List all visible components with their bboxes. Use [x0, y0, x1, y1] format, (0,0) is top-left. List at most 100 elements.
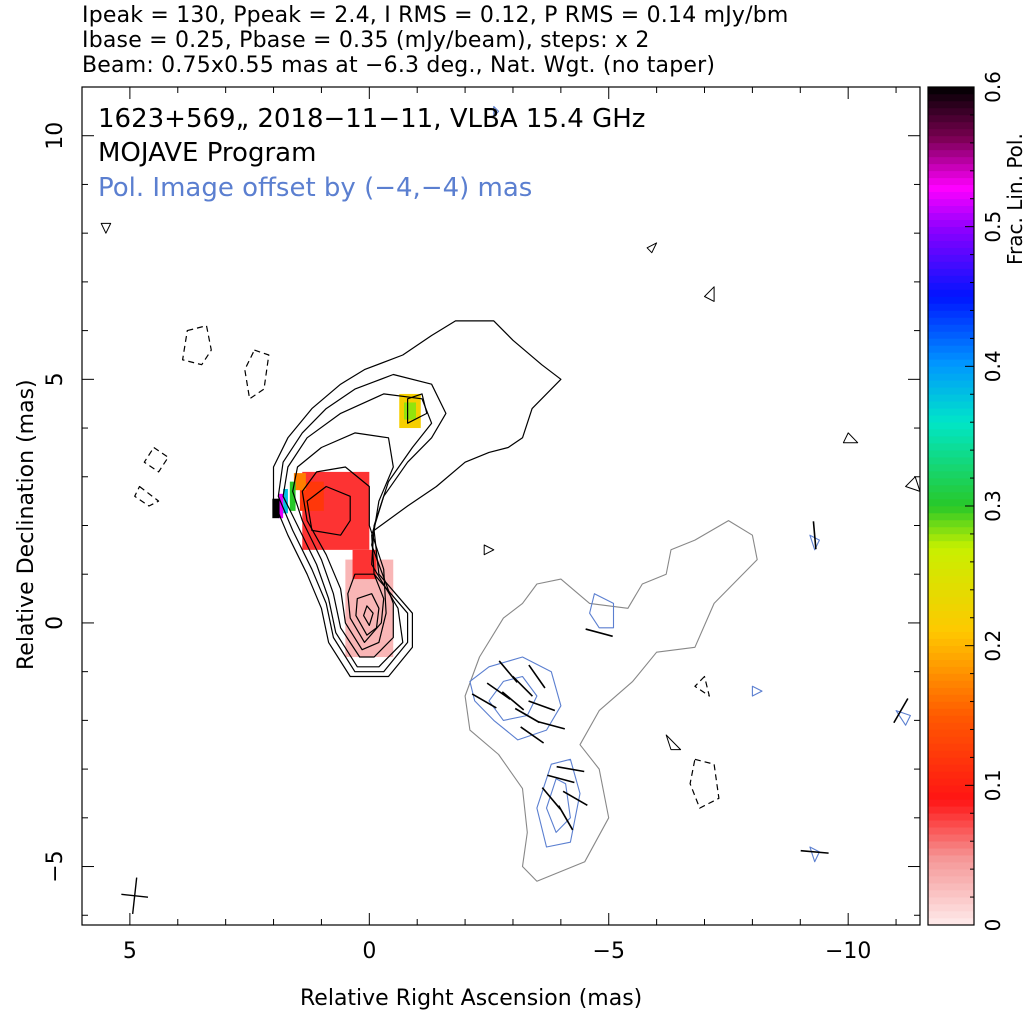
colorbar-swatch	[928, 261, 974, 269]
colorbar-swatch	[928, 296, 974, 304]
intensity-contour-8	[306, 485, 351, 536]
colorbar-swatch	[928, 764, 974, 772]
colorbar-swatch	[928, 205, 974, 213]
colorbar-swatch	[928, 547, 974, 556]
colorbar-swatch	[928, 212, 974, 220]
y-tick-label: 10	[43, 122, 68, 150]
colorbar-swatch	[928, 561, 974, 570]
header-line-1: Ipeak = 130, Ppeak = 2.4, I RMS = 0.12, …	[82, 3, 789, 28]
pol-contour-7	[895, 710, 911, 726]
colorbar-swatch	[928, 750, 974, 758]
colorbar-swatch	[928, 617, 974, 626]
colorbar-swatch	[928, 771, 974, 779]
intensity-contour-5	[347, 573, 385, 643]
colorbar-swatch	[928, 652, 974, 660]
colorbar-swatch	[928, 338, 974, 346]
colorbar-swatch	[928, 477, 974, 486]
colorbar-tick-label: 0.5	[981, 211, 1005, 243]
evpa-vector-9	[520, 726, 545, 744]
colorbar-swatch	[928, 819, 974, 828]
colorbar-swatch	[928, 240, 974, 248]
colorbar-swatch	[928, 421, 974, 430]
colorbar-swatch	[928, 191, 974, 200]
pol-contour-4	[589, 593, 615, 629]
colorbar-swatch	[928, 128, 974, 137]
frac-pol-pixel-7	[278, 493, 284, 519]
colorbar-swatch	[928, 142, 974, 151]
pol-contour-1	[488, 675, 538, 721]
colorbar-swatch	[928, 631, 974, 639]
y-tick-label: −5	[43, 850, 68, 882]
x-tick-label: 5	[123, 939, 137, 964]
colorbar-swatch	[928, 757, 974, 765]
intensity-contour-1	[277, 373, 447, 673]
colorbar-swatch	[928, 303, 974, 311]
colorbar-swatch	[928, 875, 974, 884]
colorbar-swatch	[928, 449, 974, 458]
colorbar-swatch	[928, 736, 974, 744]
colorbar-swatch	[928, 778, 974, 786]
colorbar-swatch	[928, 491, 974, 500]
frac-pol-pixel-5	[289, 481, 296, 511]
colorbar-tick-label: 0.3	[981, 490, 1005, 522]
colorbar-swatch	[928, 505, 974, 514]
pol-contour-3	[545, 778, 571, 833]
isolated-contour-3	[842, 432, 859, 444]
colorbar-swatch	[928, 93, 974, 102]
intensity-contour-3	[292, 432, 394, 658]
colorbar-swatch	[928, 729, 974, 737]
evpa-vector-6	[528, 664, 546, 689]
colorbar-swatch	[928, 435, 974, 444]
colorbar-swatch	[928, 785, 974, 793]
colorbar-swatch	[928, 484, 974, 493]
colorbar-swatch	[928, 854, 974, 863]
colorbar-swatch	[928, 847, 974, 856]
colorbar-swatch	[928, 100, 974, 109]
colorbar-swatch	[928, 882, 974, 891]
colorbar-swatch	[928, 582, 974, 591]
evpa-vector-10	[541, 787, 561, 810]
isolated-contour-5	[665, 734, 682, 751]
colorbar-swatch	[928, 352, 974, 360]
colorbar-swatch	[928, 868, 974, 877]
frac-pol-pixel-10	[404, 402, 417, 420]
colorbar-swatch	[928, 568, 974, 577]
colorbar-swatch	[928, 289, 974, 297]
colorbar-swatch	[928, 463, 974, 472]
colorbar-swatch	[928, 645, 974, 653]
negative-contour-2	[143, 446, 169, 473]
evpa-vector-14	[556, 765, 585, 773]
colorbar-swatch	[928, 826, 974, 835]
colorbar-swatch	[928, 889, 974, 898]
evpa-vector-5	[514, 707, 540, 724]
colorbar-swatch	[928, 715, 974, 723]
pol-contour-6	[751, 685, 763, 697]
colorbar-swatch	[928, 638, 974, 646]
colorbar-swatch	[928, 687, 974, 695]
colorbar-swatch	[928, 833, 974, 842]
colorbar-swatch	[928, 575, 974, 584]
colorbar-swatch	[928, 359, 974, 367]
pol-contour-2	[536, 758, 581, 848]
colorbar-swatch	[928, 666, 974, 674]
colorbar-swatch	[928, 792, 974, 800]
colorbar-swatch	[928, 680, 974, 688]
colorbar-swatch	[928, 121, 974, 130]
colorbar-swatch	[928, 673, 974, 681]
frac-pol-pixel-1	[352, 549, 377, 580]
evpa-vector-0	[471, 693, 497, 709]
colorbar-swatch	[928, 861, 974, 870]
evpa-vector-3	[501, 691, 525, 711]
colorbar-swatch	[928, 107, 974, 116]
pol-contour-9	[493, 105, 500, 117]
colorbar-tick-label: 0	[981, 919, 1005, 932]
negative-contour-5	[689, 758, 720, 809]
colorbar-swatch	[928, 170, 974, 179]
colorbar-swatch	[928, 268, 974, 276]
evpa-vector-18	[800, 849, 829, 854]
colorbar-swatch	[928, 149, 974, 158]
x-tick-label: −5	[593, 939, 625, 964]
colorbar-tick-label: 0.4	[981, 350, 1005, 382]
colorbar-swatch	[928, 184, 974, 193]
colorbar-swatch	[928, 254, 974, 262]
